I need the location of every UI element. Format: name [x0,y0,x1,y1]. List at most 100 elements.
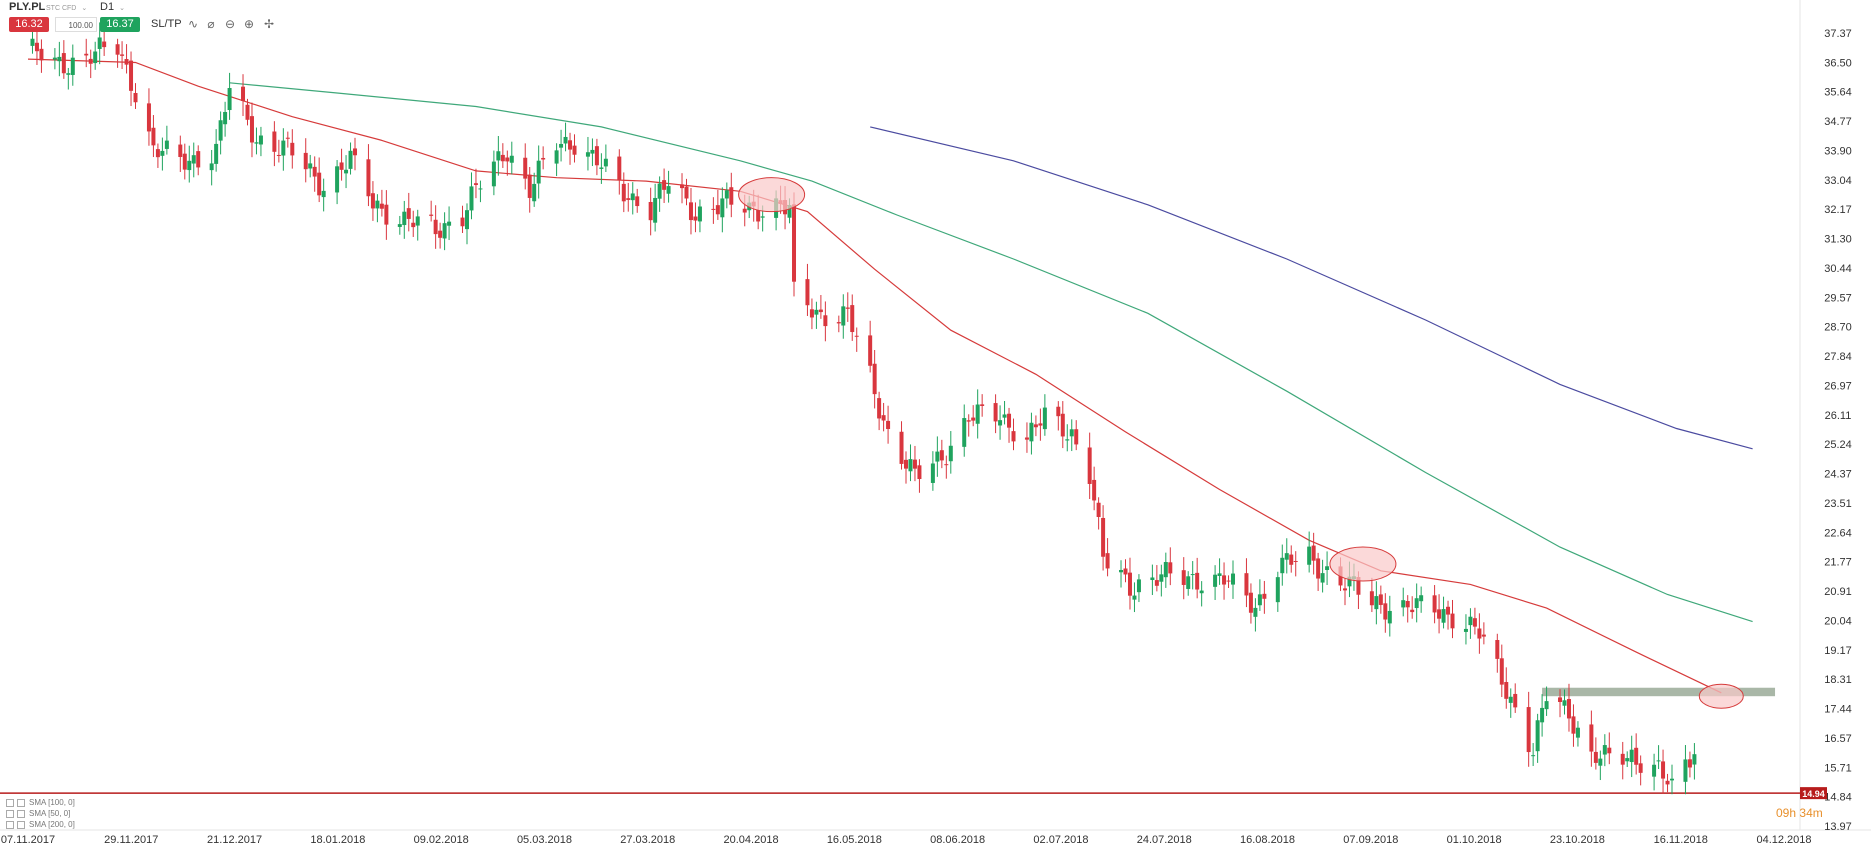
candle-body [899,431,904,464]
checkbox-icon[interactable] [17,798,25,807]
zoom-out-icon[interactable]: ⊖ [224,17,236,31]
line-chart-icon[interactable]: ∿ [187,17,199,31]
candle-body [554,150,559,164]
candle-body [1195,572,1200,590]
candle-body [841,306,846,326]
legend-item-sma200[interactable]: SMA [200, 0] [6,819,75,830]
candle-body [241,86,246,102]
candle-body [590,149,595,154]
candle-body [908,459,913,472]
candle-body [1074,429,1079,445]
symbol-name[interactable]: PLY.PL [9,1,46,13]
current-price-label: 14.94 [1802,789,1825,799]
candle-body [1504,682,1509,699]
candle-body [930,463,935,483]
legend-item-sma50[interactable]: SMA [50, 0] [6,808,75,819]
candle-body [447,221,452,226]
y-tick-label: 16.57 [1824,733,1852,745]
x-tick-label: 27.03.2018 [620,834,675,846]
candle-body [61,53,66,74]
candle-body [1419,595,1424,602]
y-tick-label: 18.31 [1824,674,1852,686]
candle-body [146,103,151,132]
candle-body [756,210,761,222]
timeframe-select[interactable]: D1 ⌄ [100,1,125,13]
candle-body [1002,414,1007,418]
crosshair-icon[interactable]: ✢ [263,17,275,31]
candle-body [285,137,290,139]
candle-body [1325,566,1330,571]
sell-button[interactable]: 16.32 [9,17,49,32]
candle-body [1186,576,1191,589]
candle-body [1190,574,1195,576]
candle-body [935,451,940,462]
candle-body [1558,697,1563,702]
legend-label: SMA [100, 0] [29,798,75,807]
checkbox-icon[interactable] [6,820,14,829]
candle-body [1481,634,1486,637]
legend-item-sma100[interactable]: SMA [100, 0] [6,797,75,808]
candle-body [191,155,196,164]
chevron-down-icon[interactable]: ⌄ [81,5,88,12]
instrument-type-label: STC CFD [46,5,77,12]
sltp-button[interactable]: SL/TP [151,18,182,30]
x-tick-label: 18.01.2018 [310,834,365,846]
checkbox-icon[interactable] [6,809,14,818]
candle-body [845,307,850,309]
x-tick-label: 23.10.2018 [1550,834,1605,846]
zoom-in-icon[interactable]: ⊕ [243,17,255,31]
candle-body [823,315,828,327]
candle-body [151,127,156,146]
candle-body [868,335,873,366]
checkbox-icon[interactable] [17,809,25,818]
candle-body [317,172,322,196]
candle-body [1571,716,1576,734]
candle-body [415,216,420,226]
countdown-minutes: 34 [1799,806,1813,820]
candle-body [1343,588,1347,591]
candle-body [164,140,169,149]
candle-body [1531,755,1536,757]
checkbox-icon[interactable] [17,820,25,829]
candle-body [944,464,949,466]
candle-body [496,151,501,161]
x-tick-label: 16.05.2018 [827,834,882,846]
candle-body [1437,609,1442,619]
candle-body [1060,413,1065,437]
x-tick-label: 16.08.2018 [1240,834,1295,846]
volume-input[interactable]: 100.00 [55,17,97,32]
y-tick-label: 21.77 [1824,557,1852,569]
y-tick-label: 30.44 [1824,263,1852,275]
candle-body [1410,609,1415,613]
candle-body [1042,407,1047,430]
x-tick-label: 07.11.2017 [1,834,55,846]
candle-body [505,157,510,162]
checkbox-icon[interactable] [6,798,14,807]
y-tick-label: 15.71 [1824,762,1852,774]
highlight-ellipse [738,177,806,213]
candle-body [1441,609,1446,623]
candle-body [1284,553,1289,560]
indicators-icon[interactable]: ⌀ [207,17,215,31]
candle-body [379,203,384,209]
resistance-zone [1542,687,1776,697]
candle-body [370,193,375,209]
candle-body [536,160,541,184]
candle-body [1607,747,1612,754]
y-tick-label: 28.70 [1824,322,1852,334]
candle-body [563,136,568,144]
candle-body [1495,639,1500,659]
candle-body [258,135,263,145]
candle-body [1446,606,1451,615]
candle-body [1356,577,1361,595]
chevron-down-icon[interactable]: ⌄ [119,5,125,12]
candle-body [88,58,93,64]
candle-body [178,144,183,157]
candle-body [1275,577,1280,603]
candle-body [124,59,129,65]
candle-body [568,140,573,150]
candle-body [1566,699,1571,719]
buy-button[interactable]: 16.37 [100,17,140,32]
